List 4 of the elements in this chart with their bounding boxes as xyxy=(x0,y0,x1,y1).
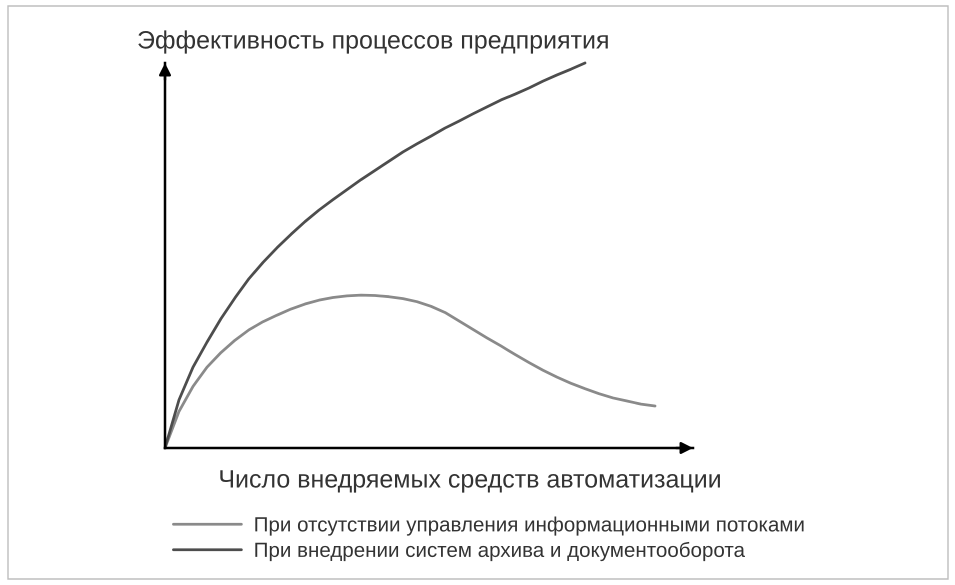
legend-label: При внедрении систем архива и документооборота xyxy=(255,542,745,562)
legend-label: При отсутствии управления информационными потоками xyxy=(255,516,804,536)
x-axis-title: Число внедряемых средств автоматизации xyxy=(220,470,720,493)
y-axis-title: Эффективность процессов предприятия xyxy=(138,30,608,54)
